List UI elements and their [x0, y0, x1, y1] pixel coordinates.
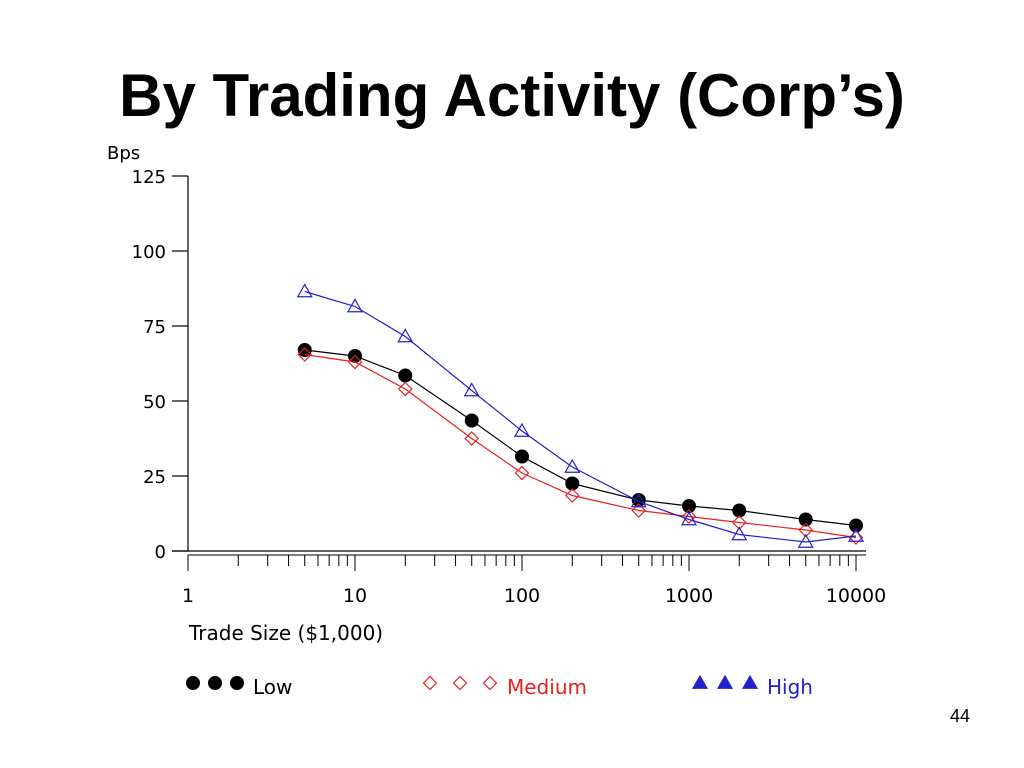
- data-point-low: [297, 343, 312, 357]
- data-point-low: [565, 476, 580, 491]
- legend-marker-low: [208, 676, 222, 690]
- legend-marker-low: [230, 676, 244, 690]
- data-point-low: [464, 413, 479, 428]
- data-point-low: [398, 368, 413, 383]
- x-axis-title: Trade Size ($1,000): [188, 621, 383, 645]
- y-tick-label: 0: [155, 542, 166, 563]
- data-point-high: [797, 533, 814, 548]
- data-point-high: [564, 458, 581, 473]
- x-tick-label: 10: [343, 585, 367, 607]
- data-point-high: [397, 328, 414, 343]
- data-point-medium: [297, 347, 313, 362]
- x-tick-label: 1000: [665, 585, 713, 607]
- data-point-low: [798, 512, 813, 527]
- series-line-medium: [304, 353, 857, 539]
- series-medium: [297, 347, 864, 545]
- y-axis-title: Bps: [107, 143, 140, 164]
- data-point-high: [680, 511, 698, 526]
- data-point-high: [731, 526, 748, 541]
- data-point-medium: [681, 509, 697, 524]
- legend-marker-high: [741, 674, 759, 689]
- data-point-medium: [631, 503, 647, 518]
- y-tick-label: 50: [143, 392, 166, 413]
- data-point-high: [630, 493, 647, 508]
- data-point-medium: [731, 515, 747, 530]
- data-point-medium: [564, 488, 580, 503]
- x-tick-label: 100: [504, 585, 540, 607]
- data-point-medium: [798, 522, 814, 538]
- data-point-high: [296, 283, 313, 298]
- series-line-high: [304, 290, 857, 543]
- legend-marker-high: [691, 674, 709, 689]
- data-point-medium: [848, 530, 864, 545]
- legend-marker-medium: [422, 675, 438, 691]
- data-point-low: [849, 518, 863, 533]
- legend-item-low: Low: [186, 675, 292, 699]
- series-line-low: [304, 349, 857, 527]
- slide-title: By Trading Activity (Corp’s): [119, 62, 905, 129]
- legend-label-low: Low: [253, 675, 292, 699]
- data-point-low: [515, 449, 529, 464]
- y-tick-label: 25: [143, 467, 166, 488]
- data-point-high: [513, 422, 531, 437]
- data-point-medium: [397, 381, 413, 397]
- legend-marker-high: [716, 674, 734, 689]
- legend-marker-low: [186, 676, 200, 690]
- data-point-low: [732, 503, 747, 518]
- legend: Low Medium High: [186, 674, 813, 699]
- series-low: [297, 343, 863, 533]
- x-tick-label: 1: [182, 585, 194, 607]
- series-high: [296, 283, 865, 548]
- legend-marker-medium: [452, 675, 468, 691]
- data-point-medium: [464, 431, 480, 446]
- y-tick-label: 125: [132, 167, 166, 188]
- legend-label-high: High: [767, 675, 813, 699]
- data-point-high: [346, 298, 364, 313]
- x-tick-label: 10000: [826, 585, 886, 607]
- slide-number: 44: [949, 706, 970, 726]
- legend-label-medium: Medium: [507, 675, 587, 699]
- y-tick-label: 75: [143, 317, 166, 338]
- legend-item-medium: Medium: [422, 675, 587, 699]
- data-point-high: [463, 382, 480, 397]
- legend-item-high: High: [691, 674, 813, 699]
- axes: 0 25 50 75 100 125 1 10 100 1000 10000: [132, 167, 887, 607]
- data-point-medium: [514, 465, 530, 481]
- data-point-medium: [347, 354, 363, 370]
- legend-marker-medium: [482, 675, 498, 691]
- series-layer: [296, 283, 865, 548]
- data-point-high: [847, 527, 865, 542]
- y-tick-label: 100: [132, 242, 166, 263]
